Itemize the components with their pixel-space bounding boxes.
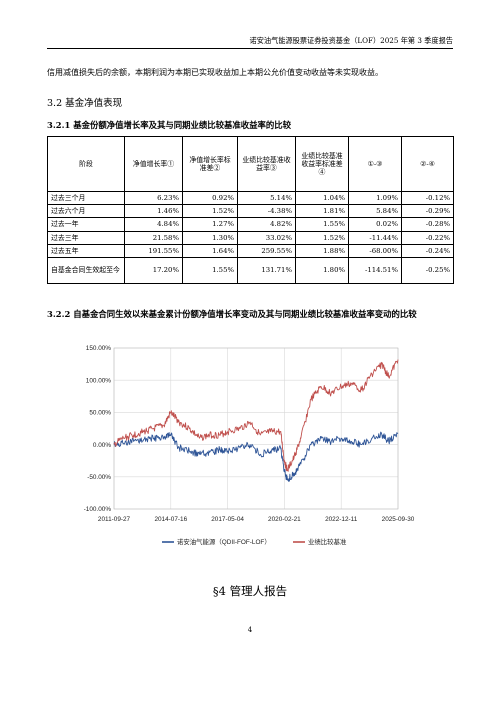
- table-cell: 0.92%: [182, 190, 238, 206]
- y-tick-label: 150.00%: [86, 345, 112, 352]
- performance-table: 阶段 净值增长率① 净值增长率标准差② 业绩比较基准收益率③ 业绩比较基准收益率…: [47, 136, 454, 284]
- table-cell: 259.55%: [237, 243, 296, 258]
- page-number: 4: [247, 626, 253, 634]
- table-cell: 1.81%: [295, 204, 349, 219]
- table-cell: 1.55%: [182, 256, 238, 284]
- table-cell: 131.71%: [237, 256, 296, 284]
- table-cell: 191.55%: [124, 243, 183, 258]
- table-cell: 21.58%: [124, 230, 183, 245]
- table-cell: 1.27%: [182, 217, 238, 232]
- row-label: 过去三年: [47, 230, 125, 245]
- table-cell: 1.52%: [295, 230, 349, 245]
- x-tick-label: 2017-05-04: [211, 516, 244, 523]
- table-cell: 4.84%: [124, 217, 183, 232]
- table-cell: 5.14%: [237, 190, 296, 206]
- x-tick-label: 2022-12-11: [325, 516, 358, 523]
- row-label: 过去一年: [47, 217, 125, 232]
- table-cell: 5.84%: [348, 204, 402, 219]
- table-cell: 6.23%: [124, 190, 183, 206]
- x-tick-label: 2020-02-21: [268, 516, 301, 523]
- table-cell: -0.28%: [401, 217, 454, 232]
- page-header: 诺安油气能源股票证券投资基金（LOF）2025 年第 3 季度报告: [249, 36, 454, 45]
- header-cell: 净值增长率标准差②: [182, 136, 238, 192]
- y-tick-label: -50.00%: [87, 474, 111, 481]
- header-cell: 净值增长率①: [124, 136, 183, 192]
- table-cell: 4.82%: [237, 217, 296, 232]
- table-cell: -0.24%: [401, 243, 454, 258]
- table-cell: 1.55%: [295, 217, 349, 232]
- table-row: 过去三个月 6.23% 0.92% 5.14% 1.04% 1.09% -0.1…: [47, 190, 454, 206]
- x-tick-label: 2025-09-30: [382, 516, 415, 523]
- table-cell: 1.09%: [348, 190, 402, 206]
- table-cell: 1.80%: [295, 256, 349, 284]
- header-cell: 业绩比较基准收益率标准差④: [295, 136, 349, 192]
- legend-label-2: 业绩比较基准: [308, 537, 347, 546]
- table-cell: 33.02%: [237, 230, 296, 245]
- performance-line-chart: 150.00% 100.00% 50.00% 0.00% -50.00% -100.00%…: [84, 345, 415, 546]
- x-tick-label: 2011-09-27: [98, 516, 131, 523]
- table-cell: -114.51%: [348, 256, 402, 284]
- table-cell: -11.44%: [348, 230, 402, 245]
- table-cell: -0.22%: [401, 230, 454, 245]
- section-3-2-1-heading: 3.2.1 基金份额净值增长率及其与同期业绩比较基准收益率的比较: [47, 120, 291, 130]
- header-cell: 阶段: [47, 136, 125, 192]
- header-cell: ②-④: [401, 136, 454, 192]
- table-cell: 1.88%: [295, 243, 349, 258]
- row-label: 过去六个月: [47, 204, 125, 219]
- table-cell: -4.38%: [237, 204, 296, 219]
- header-cell: ①-③: [348, 136, 402, 192]
- section-3-2-2-heading: 3.2.2 自基金合同生效以来基金累计份额净值增长率变动及其与同期业绩比较基准收…: [47, 309, 417, 319]
- table-cell: 1.04%: [295, 190, 349, 206]
- table-row: 过去六个月 1.46% 1.52% -4.38% 1.81% 5.84% -0.…: [47, 204, 454, 219]
- section-3-2-heading: 3.2 基金净值表现: [47, 98, 123, 109]
- table-cell: 0.02%: [348, 217, 402, 232]
- y-tick-label: 50.00%: [89, 410, 111, 417]
- x-tick-label: 2014-07-16: [154, 516, 187, 523]
- table-cell: -0.25%: [401, 256, 454, 284]
- series-line-1: [113, 431, 399, 482]
- section-4-heading: §4 管理人报告: [212, 584, 288, 598]
- table-row: 过去一年 4.84% 1.27% 4.82% 1.55% 0.02% -0.28…: [47, 217, 454, 232]
- table-header-row: 阶段 净值增长率① 净值增长率标准差② 业绩比较基准收益率③ 业绩比较基准收益率…: [47, 136, 454, 192]
- y-tick-label: 100.00%: [86, 377, 112, 384]
- table-cell: -0.29%: [401, 204, 454, 219]
- table-cell: -68.00%: [348, 243, 402, 258]
- table-cell: 1.52%: [182, 204, 238, 219]
- table-cell: 1.64%: [182, 243, 238, 258]
- table-row: 过去五年 191.55% 1.64% 259.55% 1.88% -68.00%…: [47, 243, 454, 258]
- row-label: 自基金合同生效起至今: [47, 256, 125, 284]
- header-cell: 业绩比较基准收益率③: [237, 136, 296, 192]
- table-row: 自基金合同生效起至今 17.20% 1.55% 131.71% 1.80% -1…: [47, 256, 454, 284]
- legend-label-1: 诺安油气能源（QDII-FOF-LOF）: [177, 537, 271, 546]
- plot-frame: [113, 347, 399, 510]
- table-cell: 1.46%: [124, 204, 183, 219]
- row-label: 过去三个月: [47, 190, 125, 206]
- row-label: 过去五年: [47, 243, 125, 258]
- header-divider: [47, 48, 453, 49]
- table-cell: 1.30%: [182, 230, 238, 245]
- y-tick-label: 0.00%: [93, 442, 111, 449]
- y-tick-label: -100.00%: [84, 506, 111, 513]
- table-cell: -0.12%: [401, 190, 454, 206]
- table-cell: 17.20%: [124, 256, 183, 284]
- series-line-2: [113, 359, 399, 472]
- intro-paragraph: 信用减值损失后的余额，本期利润为本期已实现收益加上本期公允价值变动收益等未实现收…: [47, 68, 383, 77]
- table-row: 过去三年 21.58% 1.30% 33.02% 1.52% -11.44% -…: [47, 230, 454, 245]
